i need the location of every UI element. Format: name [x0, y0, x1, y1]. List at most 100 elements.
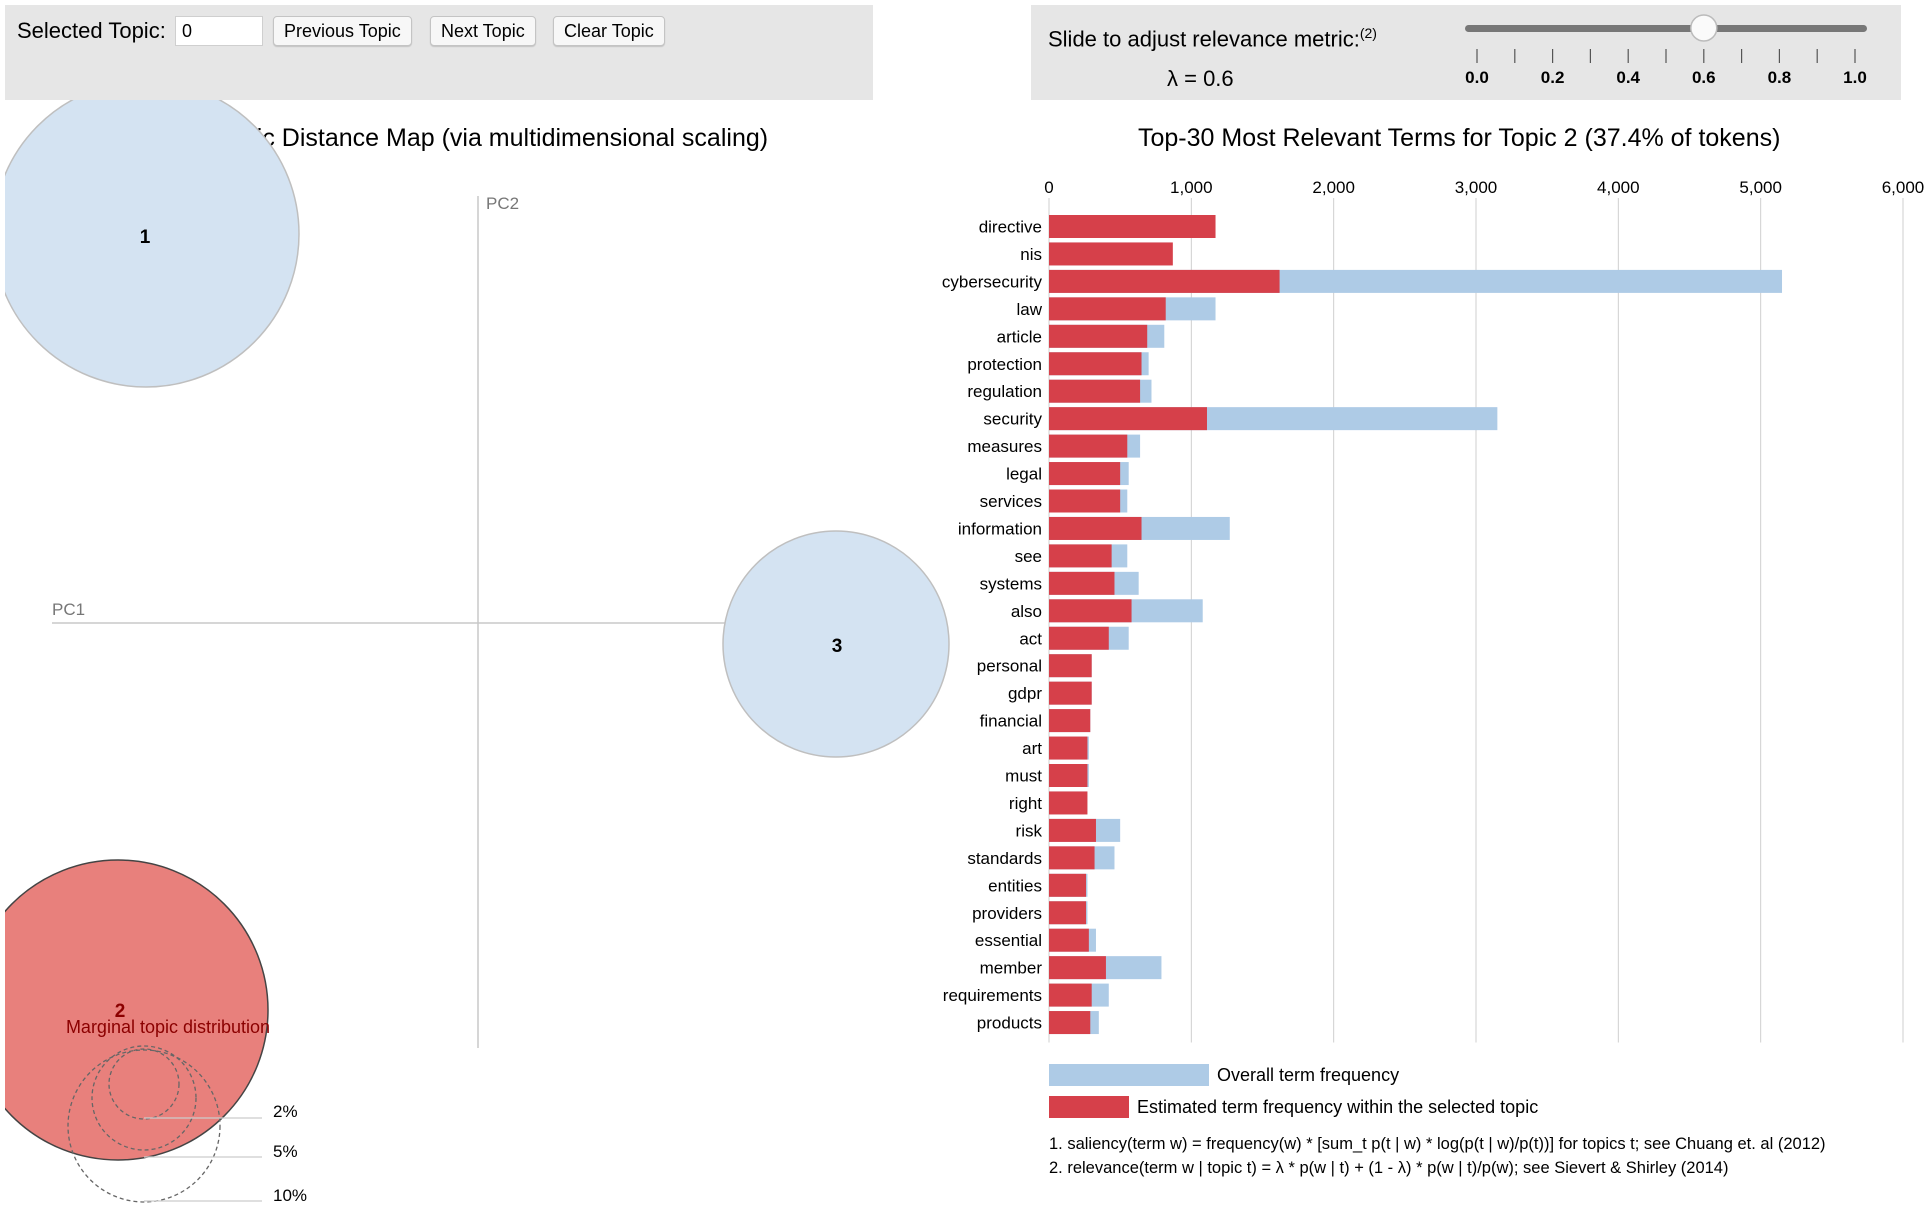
- legend-label-10pct: 10%: [273, 1186, 307, 1205]
- term-label-providers[interactable]: providers: [972, 904, 1042, 923]
- term-label-financial[interactable]: financial: [980, 712, 1042, 731]
- term-label-cybersecurity[interactable]: cybersecurity: [942, 272, 1043, 291]
- x-tick-label: 0: [1044, 178, 1053, 197]
- term-label-regulation[interactable]: regulation: [967, 382, 1042, 401]
- bar-topic-art[interactable]: [1049, 736, 1088, 760]
- term-label-gdpr[interactable]: gdpr: [1008, 684, 1042, 703]
- bar-topic-act[interactable]: [1049, 626, 1109, 650]
- bar-topic-cybersecurity[interactable]: [1049, 269, 1280, 293]
- selected-topic-label: Selected Topic:: [17, 18, 166, 43]
- term-label-entities[interactable]: entities: [988, 876, 1042, 895]
- bar-topic-risk[interactable]: [1049, 818, 1096, 842]
- bar-topic-financial[interactable]: [1049, 709, 1091, 733]
- footnote-saliency: 1. saliency(term w) = frequency(w) * [su…: [1049, 1135, 1826, 1153]
- bar-topic-see[interactable]: [1049, 544, 1112, 568]
- slider-handle[interactable]: [1690, 14, 1718, 42]
- term-label-legal[interactable]: legal: [1006, 465, 1042, 484]
- term-label-law[interactable]: law: [1016, 300, 1042, 319]
- pc2-label: PC2: [486, 194, 519, 213]
- term-label-requirements[interactable]: requirements: [943, 986, 1042, 1005]
- term-label-risk[interactable]: risk: [1016, 821, 1043, 840]
- next-topic-button[interactable]: Next Topic: [430, 16, 536, 46]
- topic-number-3[interactable]: 3: [832, 636, 843, 657]
- bar-topic-standards[interactable]: [1049, 846, 1095, 870]
- slider-tick-label: 0.4: [1616, 68, 1640, 87]
- term-label-essential[interactable]: essential: [975, 931, 1042, 950]
- topic-circle-1[interactable]: [0, 81, 300, 388]
- term-label-must[interactable]: must: [1005, 767, 1042, 786]
- bar-topic-essential[interactable]: [1049, 928, 1089, 952]
- bar-chart-title: Top-30 Most Relevant Terms for Topic 2 (…: [1138, 124, 1781, 152]
- term-label-protection[interactable]: protection: [967, 355, 1042, 374]
- slider-tick-label: 0.8: [1768, 68, 1792, 87]
- term-label-also[interactable]: also: [1011, 602, 1042, 621]
- bar-topic-member[interactable]: [1049, 956, 1106, 980]
- bar-topic-nis[interactable]: [1049, 242, 1173, 266]
- term-label-article[interactable]: article: [997, 327, 1042, 346]
- term-label-measures[interactable]: measures: [967, 437, 1042, 456]
- bar-topic-directive[interactable]: [1049, 215, 1216, 238]
- previous-topic-button[interactable]: Previous Topic: [273, 16, 412, 46]
- legend-overall-label: Overall term frequency: [1217, 1065, 1399, 1085]
- slider-footnote-ref: (2): [1359, 25, 1377, 41]
- bar-topic-legal[interactable]: [1049, 462, 1121, 486]
- bar-topic-entities[interactable]: [1049, 873, 1087, 897]
- bar-topic-information[interactable]: [1049, 516, 1142, 540]
- lambda-value: λ = 0.6: [1167, 66, 1234, 91]
- bar-topic-services[interactable]: [1049, 489, 1121, 513]
- term-label-products[interactable]: products: [977, 1014, 1042, 1033]
- legend-swatch-overall: [1049, 1064, 1209, 1086]
- term-label-act[interactable]: act: [1019, 629, 1042, 648]
- topic-circle-2[interactable]: [0, 859, 269, 1161]
- x-tick-label: 5,000: [1739, 178, 1782, 197]
- slider-track[interactable]: [1465, 25, 1867, 32]
- term-label-standards[interactable]: standards: [967, 849, 1042, 868]
- clear-topic-button[interactable]: Clear Topic: [553, 16, 665, 46]
- term-label-information[interactable]: information: [958, 519, 1042, 538]
- bar-topic-personal[interactable]: [1049, 654, 1092, 678]
- legend-label-5pct: 5%: [273, 1142, 298, 1161]
- marginal-distribution-label: Marginal topic distribution: [66, 1017, 270, 1037]
- term-label-personal[interactable]: personal: [977, 657, 1042, 676]
- bar-topic-law[interactable]: [1049, 297, 1166, 321]
- term-label-security[interactable]: security: [983, 410, 1042, 429]
- topic-number-1[interactable]: 1: [140, 227, 151, 248]
- term-label-nis[interactable]: nis: [1020, 245, 1042, 264]
- legend-swatch-topic: [1049, 1096, 1129, 1118]
- slider-ticks: 0.0 0.2 0.4 0.6 0.8 1.0: [1465, 49, 1867, 87]
- x-tick-label: 2,000: [1312, 178, 1355, 197]
- relevance-slider[interactable]: 0.0 0.2 0.4 0.6 0.8 1.0: [1031, 5, 1901, 100]
- bar-topic-also[interactable]: [1049, 599, 1132, 623]
- x-tick-label: 3,000: [1455, 178, 1498, 197]
- bar-topic-article[interactable]: [1049, 324, 1148, 348]
- x-tick-label: 4,000: [1597, 178, 1640, 197]
- bar-topic-systems[interactable]: [1049, 571, 1115, 595]
- bar-topic-security[interactable]: [1049, 407, 1207, 431]
- term-label-right[interactable]: right: [1009, 794, 1042, 813]
- topic-number-2[interactable]: 2: [115, 1001, 126, 1022]
- topic-circle-3[interactable]: [722, 530, 950, 758]
- bar-topic-right[interactable]: [1049, 791, 1088, 815]
- bar-topic-must[interactable]: [1049, 764, 1088, 787]
- term-label-member[interactable]: member: [980, 959, 1043, 978]
- x-tick-label: 1,000: [1170, 178, 1213, 197]
- term-label-see[interactable]: see: [1015, 547, 1042, 566]
- selected-topic-input[interactable]: [175, 16, 263, 46]
- term-label-art[interactable]: art: [1022, 739, 1042, 758]
- bar-topic-requirements[interactable]: [1049, 983, 1092, 1007]
- slider-tick-label: 0.2: [1541, 68, 1565, 87]
- slider-label: Slide to adjust relevance metric:(2): [1048, 25, 1377, 52]
- footnote-relevance: 2. relevance(term w | topic t) = λ * p(w…: [1049, 1159, 1728, 1177]
- term-label-systems[interactable]: systems: [980, 574, 1042, 593]
- term-label-directive[interactable]: directive: [979, 218, 1042, 237]
- slider-tick-label: 1.0: [1843, 68, 1867, 87]
- bar-topic-products[interactable]: [1049, 1011, 1091, 1035]
- legend-topic-label: Estimated term frequency within the sele…: [1137, 1097, 1538, 1117]
- term-label-services[interactable]: services: [980, 492, 1042, 511]
- bar-topic-protection[interactable]: [1049, 352, 1142, 376]
- bar-topic-providers[interactable]: [1049, 901, 1087, 925]
- bar-topic-measures[interactable]: [1049, 434, 1128, 458]
- bar-topic-gdpr[interactable]: [1049, 681, 1092, 705]
- bar-topic-regulation[interactable]: [1049, 379, 1141, 403]
